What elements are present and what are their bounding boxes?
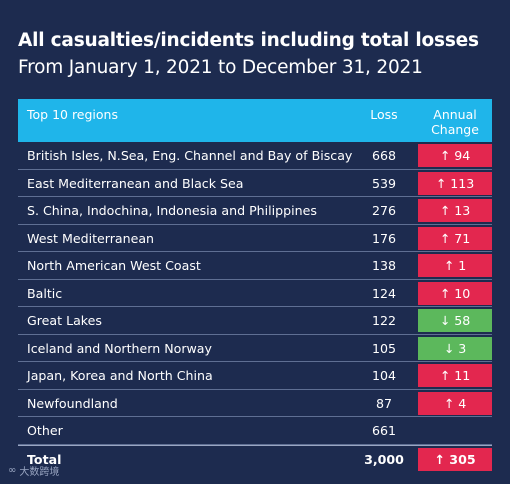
region-name: North American West Coast (27, 258, 201, 273)
change-increase-badge: ↑ 1 (418, 254, 492, 277)
table-row: Newfoundland 87 ↑ 4 (18, 390, 492, 417)
table-row: S. China, Indochina, Indonesia and Phili… (18, 197, 492, 225)
change-increase-badge: ↑ 10 (418, 281, 492, 305)
table-header: Top 10 regions Loss Annual Change (18, 99, 492, 142)
table-row: North American West Coast 138 ↑ 1 (18, 252, 492, 280)
region-name: Great Lakes (27, 313, 102, 328)
table-body: British Isles, N.Sea, Eng. Channel and B… (18, 142, 492, 445)
chart-title: All casualties/incidents including total… (18, 30, 479, 51)
total-change: ↑ 305 (418, 447, 492, 471)
table-row: British Isles, N.Sea, Eng. Channel and B… (18, 142, 492, 170)
region-name: Japan, Korea and North China (27, 368, 213, 383)
loss-value: 122 (371, 313, 397, 328)
header-loss: Loss (370, 107, 398, 122)
change-increase-badge: ↑ 4 (418, 391, 492, 415)
table-row: Baltic 124 ↑ 10 (18, 280, 492, 307)
table-row-total: Total 3,000 ↑ 305 (18, 444, 492, 473)
table-row: Great Lakes 122 ↓ 58 (18, 307, 492, 335)
total-label: Total (27, 451, 62, 467)
change-decrease-badge: ↓ 58 (418, 309, 492, 332)
region-name: West Mediterranean (27, 230, 155, 246)
loss-value: 176 (371, 230, 397, 246)
loss-value: 661 (371, 423, 397, 438)
region-name: S. China, Indochina, Indonesia and Phili… (27, 203, 317, 218)
region-name: Newfoundland (27, 395, 118, 411)
loss-value: 539 (371, 175, 397, 191)
loss-value: 276 (371, 203, 397, 218)
loss-value: 124 (371, 285, 397, 301)
watermark-logo-icon: ∞ (8, 465, 17, 476)
change-increase-badge: ↑ 71 (418, 226, 492, 250)
header-annual-change-line1: Annual (433, 107, 477, 122)
loss-value: 668 (371, 148, 397, 163)
table-row: West Mediterranean 176 ↑ 71 (18, 225, 492, 252)
table-row: Iceland and Northern Norway 105 ↓ 3 (18, 335, 492, 362)
region-name: East Mediterranean and Black Sea (27, 175, 244, 191)
header-annual-change: Annual Change (418, 107, 492, 137)
change-increase-badge: ↑ 94 (418, 144, 492, 167)
loss-value: 87 (375, 395, 393, 411)
watermark-text: 大数跨境 (19, 467, 60, 478)
table-row: Japan, Korea and North China 104 ↑ 11 (18, 362, 492, 390)
header-region: Top 10 regions (27, 107, 118, 122)
region-name: Iceland and Northern Norway (27, 340, 212, 356)
loss-value: 138 (371, 258, 397, 273)
region-name: Other (27, 423, 63, 438)
loss-value: 104 (371, 368, 397, 383)
table-row: Other 661 (18, 417, 492, 445)
region-name: Baltic (27, 285, 63, 301)
region-name: British Isles, N.Sea, Eng. Channel and B… (27, 148, 353, 163)
table-row: East Mediterranean and Black Sea 539 ↑ 113 (18, 170, 492, 197)
watermark: ∞ 大数跨境 (8, 463, 59, 478)
change-increase-badge: ↑ 13 (418, 199, 492, 222)
change-decrease-badge: ↓ 3 (418, 336, 492, 360)
chart-subtitle: From January 1, 2021 to December 31, 202… (18, 57, 423, 78)
loss-value: 105 (371, 340, 397, 356)
total-loss: 3,000 (364, 451, 404, 467)
change-increase-badge: ↑ 113 (418, 171, 492, 195)
header-annual-change-line2: Change (431, 122, 479, 137)
regions-table: Top 10 regions Loss Annual Change Britis… (18, 99, 492, 473)
change-increase-badge: ↑ 11 (418, 364, 492, 387)
